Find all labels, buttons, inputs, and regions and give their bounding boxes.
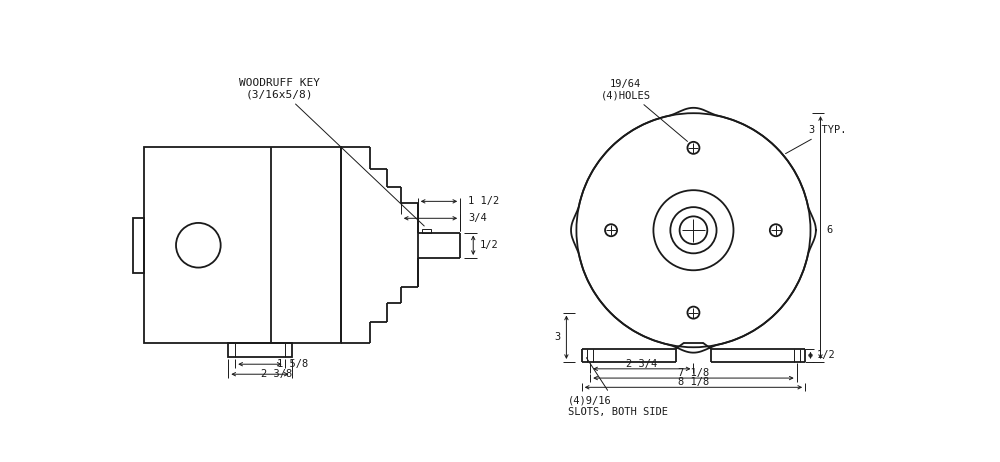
Text: 7 1/8: 7 1/8 (678, 368, 709, 378)
Text: 3: 3 (554, 332, 560, 342)
Text: WOODRUFF KEY
(3/16x5/8): WOODRUFF KEY (3/16x5/8) (239, 78, 424, 226)
Bar (133, 218, 144, 273)
Text: 1 5/8: 1 5/8 (277, 359, 308, 369)
Text: (4)9/16
SLOTS, BOTH SIDE: (4)9/16 SLOTS, BOTH SIDE (568, 358, 668, 417)
Text: 2 3/4: 2 3/4 (626, 359, 657, 369)
Bar (144, 147, 341, 343)
Bar (228, 343, 292, 357)
Text: 19/64
(4)HOLES: 19/64 (4)HOLES (601, 79, 687, 141)
Text: 8 1/8: 8 1/8 (678, 377, 709, 387)
Text: 2 3/8: 2 3/8 (261, 369, 293, 379)
Text: 1 1/2: 1 1/2 (468, 196, 499, 207)
Text: 1/2: 1/2 (479, 240, 498, 250)
Text: 6: 6 (827, 225, 833, 235)
Text: 3/4: 3/4 (468, 213, 487, 223)
Text: 3 TYP.: 3 TYP. (786, 125, 846, 154)
Bar (422, 230, 431, 232)
Text: 1/2: 1/2 (817, 350, 835, 360)
